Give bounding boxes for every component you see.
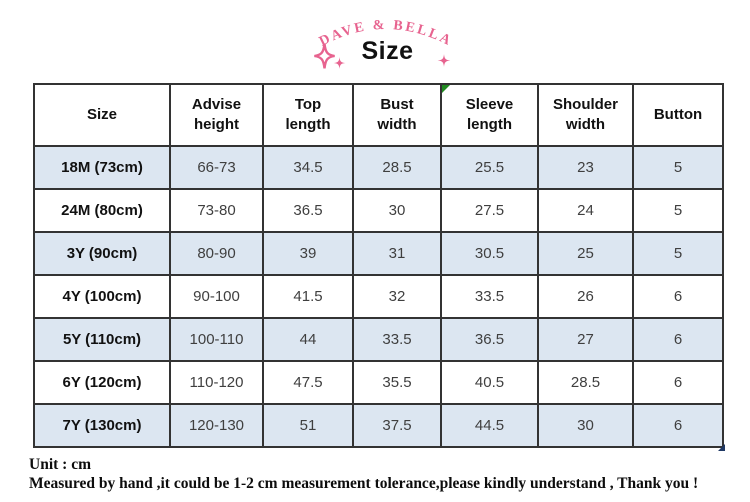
measurement-cell: 47.5	[262, 360, 354, 405]
measurement-cell: 30.5	[440, 231, 539, 276]
size-label-cell: 5Y (110cm)	[33, 317, 171, 362]
column-header: Sleeve length	[440, 83, 539, 147]
column-header: Top length	[262, 83, 354, 147]
measurement-cell: 120-130	[169, 403, 264, 448]
footer-notes: Unit : cm Measured by hand ,it could be …	[29, 455, 744, 493]
table-row: 4Y (100cm) 90-100 41.5 32 33.5 26 6	[33, 274, 724, 319]
selection-handle-icon	[718, 444, 725, 451]
measurement-cell: 6	[632, 403, 724, 448]
size-label-cell: 18M (73cm)	[33, 145, 171, 190]
measurement-cell: 44.5	[440, 403, 539, 448]
measurement-cell: 33.5	[352, 317, 442, 362]
table-body: 18M (73cm) 66-73 34.5 28.5 25.5 23 5 24M (80cm)…	[33, 145, 724, 448]
column-header: Advise height	[169, 83, 264, 147]
measurement-cell: 34.5	[262, 145, 354, 190]
measurement-cell: 66-73	[169, 145, 264, 190]
measurement-cell: 32	[352, 274, 442, 319]
measurement-cell: 5	[632, 188, 724, 233]
measurement-cell: 51	[262, 403, 354, 448]
measurement-cell: 41.5	[262, 274, 354, 319]
measurement-cell: 27.5	[440, 188, 539, 233]
measurement-cell: 39	[262, 231, 354, 276]
measurement-cell: 110-120	[169, 360, 264, 405]
measurement-cell: 23	[537, 145, 634, 190]
column-header: Button	[632, 83, 724, 147]
measurement-cell: 33.5	[440, 274, 539, 319]
size-label-cell: 4Y (100cm)	[33, 274, 171, 319]
table-row: 18M (73cm) 66-73 34.5 28.5 25.5 23 5	[33, 145, 724, 190]
measurement-cell: 28.5	[352, 145, 442, 190]
brand-logo: DAVE & BELLA	[317, 18, 452, 50]
column-header: Shoulder width	[537, 83, 634, 147]
measurement-cell: 73-80	[169, 188, 264, 233]
page-title: Size	[361, 37, 414, 65]
measurement-cell: 25.5	[440, 145, 539, 190]
table-header: Size Advise height Top length Bust width Sleeve…	[33, 83, 724, 147]
measurement-cell: 31	[352, 231, 442, 276]
tolerance-note: Measured by hand ,it could be 1-2 cm mea…	[29, 475, 699, 492]
measurement-cell: 6	[632, 317, 724, 362]
measurement-cell: 27	[537, 317, 634, 362]
table-row: 24M (80cm) 73-80 36.5 30 27.5 24 5	[33, 188, 724, 233]
measurement-cell: 100-110	[169, 317, 264, 362]
measurement-cell: 6	[632, 274, 724, 319]
cell-error-marker-icon	[442, 85, 450, 93]
measurement-cell: 40.5	[440, 360, 539, 405]
size-label-cell: 24M (80cm)	[33, 188, 171, 233]
measurement-cell: 90-100	[169, 274, 264, 319]
column-header: Bust width	[352, 83, 442, 147]
measurement-cell: 30	[352, 188, 442, 233]
measurement-cell: 37.5	[352, 403, 442, 448]
measurement-cell: 36.5	[440, 317, 539, 362]
unit-note: Unit : cm	[29, 456, 91, 473]
size-label-cell: 3Y (90cm)	[33, 231, 171, 276]
measurement-cell: 5	[632, 145, 724, 190]
table-row: 5Y (110cm) 100-110 44 33.5 36.5 27 6	[33, 317, 724, 362]
size-chart-container: Size Advise height Top length Bust width Sleeve…	[33, 83, 725, 451]
size-label-cell: 7Y (130cm)	[33, 403, 171, 448]
size-table: Size Advise height Top length Bust width Sleeve…	[33, 83, 724, 448]
measurement-cell: 80-90	[169, 231, 264, 276]
measurement-cell: 35.5	[352, 360, 442, 405]
measurement-cell: 5	[632, 231, 724, 276]
size-label-cell: 6Y (120cm)	[33, 360, 171, 405]
measurement-cell: 30	[537, 403, 634, 448]
measurement-cell: 25	[537, 231, 634, 276]
header-row: Size Advise height Top length Bust width Sleeve…	[33, 83, 724, 147]
measurement-cell: 24	[537, 188, 634, 233]
column-header: Size	[33, 83, 171, 147]
measurement-cell: 6	[632, 360, 724, 405]
table-row: 3Y (90cm) 80-90 39 31 30.5 25 5	[33, 231, 724, 276]
measurement-cell: 36.5	[262, 188, 354, 233]
measurement-cell: 28.5	[537, 360, 634, 405]
sparkle-icon	[314, 43, 335, 69]
measurement-cell: 26	[537, 274, 634, 319]
sparkle-icon	[333, 57, 346, 69]
table-row: 6Y (120cm) 110-120 47.5 35.5 40.5 28.5 6	[33, 360, 724, 405]
sparkle-icon	[437, 54, 451, 67]
table-row: 7Y (130cm) 120-130 51 37.5 44.5 30 6	[33, 403, 724, 448]
measurement-cell: 44	[262, 317, 354, 362]
